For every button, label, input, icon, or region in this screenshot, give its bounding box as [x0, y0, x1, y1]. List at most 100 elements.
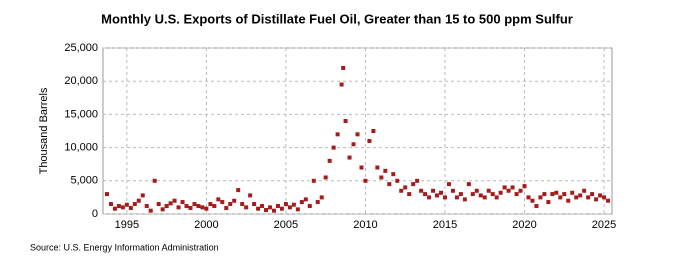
data-point [574, 195, 579, 200]
data-point [383, 168, 388, 173]
data-point [232, 198, 237, 203]
data-point [578, 193, 583, 198]
data-point [184, 204, 189, 209]
data-point [526, 195, 531, 200]
data-point [152, 178, 157, 183]
data-point [458, 192, 463, 197]
data-point [538, 195, 543, 200]
data-point [570, 190, 575, 195]
data-point [180, 200, 185, 205]
data-point [327, 158, 332, 163]
data-point [431, 188, 436, 193]
data-point [558, 195, 563, 200]
data-point [275, 204, 280, 209]
data-point [435, 193, 440, 198]
x-tick-label: 2020 [512, 219, 536, 231]
data-point [470, 192, 475, 197]
data-point [341, 65, 346, 70]
data-point [196, 204, 201, 209]
data-point [319, 195, 324, 200]
data-point [594, 197, 599, 202]
data-point [240, 202, 245, 207]
y-tick-label: 25,000 [64, 42, 98, 54]
data-point [602, 195, 607, 200]
data-point [582, 188, 587, 193]
chart-title: Monthly U.S. Exports of Distillate Fuel … [101, 11, 573, 26]
data-point [323, 175, 328, 180]
data-point [116, 204, 121, 209]
data-point [299, 200, 304, 205]
data-point [279, 206, 284, 211]
data-point [260, 204, 265, 209]
data-point [204, 206, 209, 211]
data-point [466, 182, 471, 187]
data-point [156, 202, 161, 207]
data-point [168, 201, 173, 206]
x-tick-label: 2005 [274, 219, 298, 231]
data-point [303, 197, 308, 202]
data-point [462, 197, 467, 202]
data-point [486, 188, 491, 193]
data-point [407, 192, 412, 197]
y-tick-label: 0 [92, 208, 98, 220]
data-point [287, 205, 292, 210]
y-tick-label: 10,000 [64, 142, 98, 154]
y-axis-label: Thousand Barrels [38, 87, 50, 174]
data-point [415, 178, 420, 183]
data-point [104, 192, 109, 197]
data-point [566, 198, 571, 203]
data-point [550, 192, 555, 197]
data-point [442, 195, 447, 200]
data-point [315, 200, 320, 205]
data-point [590, 192, 595, 197]
data-point [542, 192, 547, 197]
data-point [283, 202, 288, 207]
data-point [132, 202, 137, 207]
data-point [423, 192, 428, 197]
data-point [598, 193, 603, 198]
data-point [228, 202, 233, 207]
data-point [208, 202, 213, 207]
data-point [482, 195, 487, 200]
data-point [450, 188, 455, 193]
data-point [120, 205, 125, 210]
data-point [534, 204, 539, 209]
data-point [160, 207, 165, 212]
data-point [108, 202, 113, 207]
data-point [586, 195, 591, 200]
data-point [363, 178, 368, 183]
data-point [562, 192, 567, 197]
data-point [478, 193, 483, 198]
data-point [291, 202, 296, 207]
data-point [351, 142, 356, 147]
data-point [252, 202, 257, 207]
data-point [224, 206, 229, 211]
data-point [359, 165, 364, 170]
data-point [236, 188, 241, 193]
data-point [128, 206, 133, 211]
data-point [172, 198, 177, 203]
data-point [395, 178, 400, 183]
data-point [427, 195, 432, 200]
data-point [343, 119, 348, 124]
data-point [256, 206, 261, 211]
data-point [148, 208, 153, 213]
data-point [371, 129, 376, 133]
data-point [188, 206, 193, 211]
data-point [514, 192, 519, 197]
data-point [446, 182, 451, 187]
data-point [411, 182, 416, 187]
data-point [248, 193, 253, 198]
data-point [355, 132, 360, 137]
data-point [399, 188, 404, 193]
y-tick-label: 5,000 [70, 175, 98, 187]
data-point [606, 198, 611, 203]
data-point [295, 207, 300, 212]
data-point [176, 205, 181, 210]
data-point [419, 188, 424, 193]
data-point [510, 185, 515, 190]
y-tick-label: 15,000 [64, 108, 98, 120]
data-point [375, 165, 380, 170]
x-tick-label: 2000 [194, 219, 218, 231]
